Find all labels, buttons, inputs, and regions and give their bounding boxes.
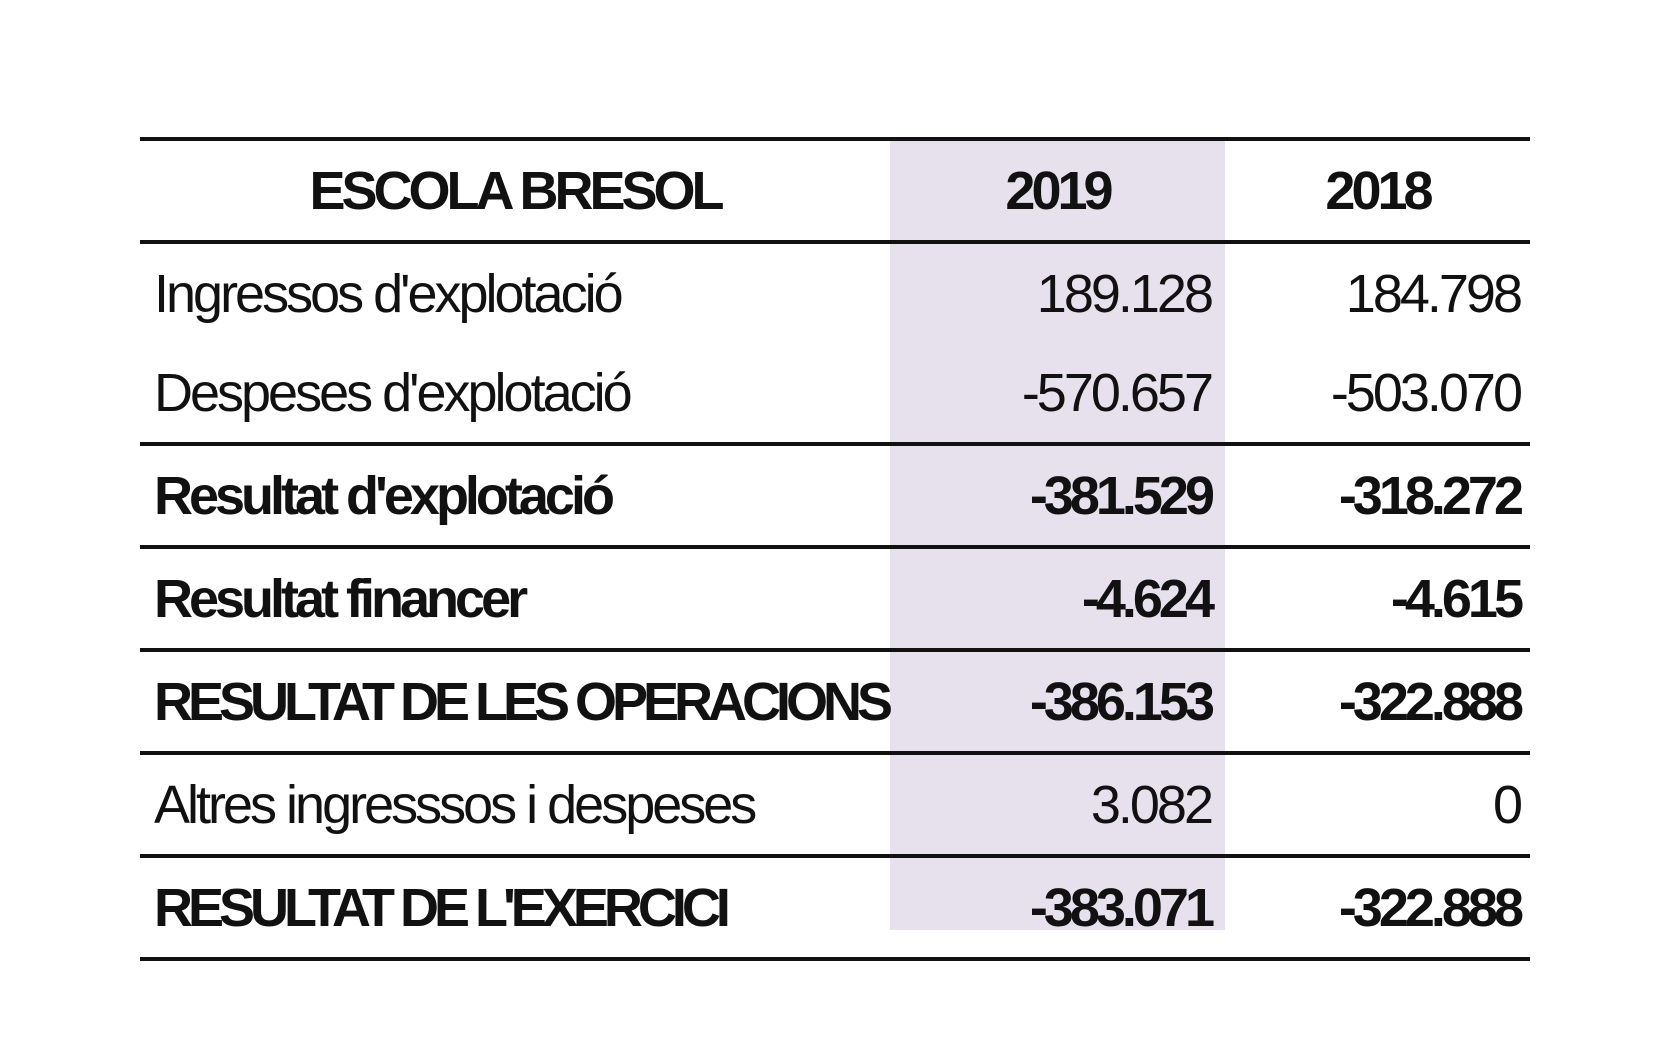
table-row-operating-result: Resultat d'explotació -381.529 -318.272 — [140, 442, 1530, 547]
row-label: Ingressos d'explotació — [154, 263, 624, 324]
value-2018: -4.615 — [1225, 545, 1530, 650]
value-2018: -503.070 — [1330, 362, 1523, 423]
table-title: ESCOLA BRESOL — [140, 137, 890, 244]
table-row-year-result: RESULTAT DE L'EXERCICI -383.071 -322.888 — [140, 854, 1530, 961]
value-2019: -4.624 — [890, 545, 1225, 650]
value-2019: -570.657 — [1021, 362, 1214, 423]
value-2018: -322.888 — [1225, 648, 1530, 753]
row-label: Resultat financer — [140, 545, 890, 650]
header-row: ESCOLA BRESOL 2019 2018 — [140, 137, 1530, 244]
value-2018: -322.888 — [1225, 854, 1530, 961]
table-row-operations-result: RESULTAT DE LES OPERACIONS -386.153 -322… — [140, 648, 1530, 753]
row-label: RESULTAT DE L'EXERCICI — [140, 854, 890, 961]
value-2019: -383.071 — [890, 854, 1225, 961]
value-2019: 3.082 — [890, 751, 1225, 856]
financial-summary: ESCOLA BRESOL 2019 2018 Ingressos d'expl… — [140, 137, 1530, 961]
value-2018: 184.798 — [1345, 263, 1523, 324]
value-2019: 189.128 — [1036, 263, 1214, 324]
row-label: RESULTAT DE LES OPERACIONS — [140, 648, 893, 753]
table-row-operating-expenses: Despeses d'explotació -570.657 -503.070 — [140, 343, 1530, 444]
column-header-2018: 2018 — [1225, 137, 1530, 244]
table-row-financial-result: Resultat financer -4.624 -4.615 — [140, 545, 1530, 650]
table-row-other-income-expenses: Altres ingresssos i despeses 3.082 0 — [140, 751, 1530, 856]
row-label: Resultat d'explotació — [140, 442, 890, 547]
value-2018: -318.272 — [1225, 442, 1530, 547]
column-header-2019: 2019 — [890, 137, 1225, 244]
row-label: Altres ingresssos i despeses — [140, 751, 890, 856]
value-2019: -381.529 — [890, 442, 1225, 547]
table-row-operating-income: Ingressos d'explotació 189.128 184.798 — [140, 242, 1530, 343]
results-table: ESCOLA BRESOL 2019 2018 Ingressos d'expl… — [140, 137, 1530, 961]
row-label: Despeses d'explotació — [154, 362, 633, 423]
value-2019: -386.153 — [890, 648, 1225, 753]
value-2018: 0 — [1225, 751, 1530, 856]
